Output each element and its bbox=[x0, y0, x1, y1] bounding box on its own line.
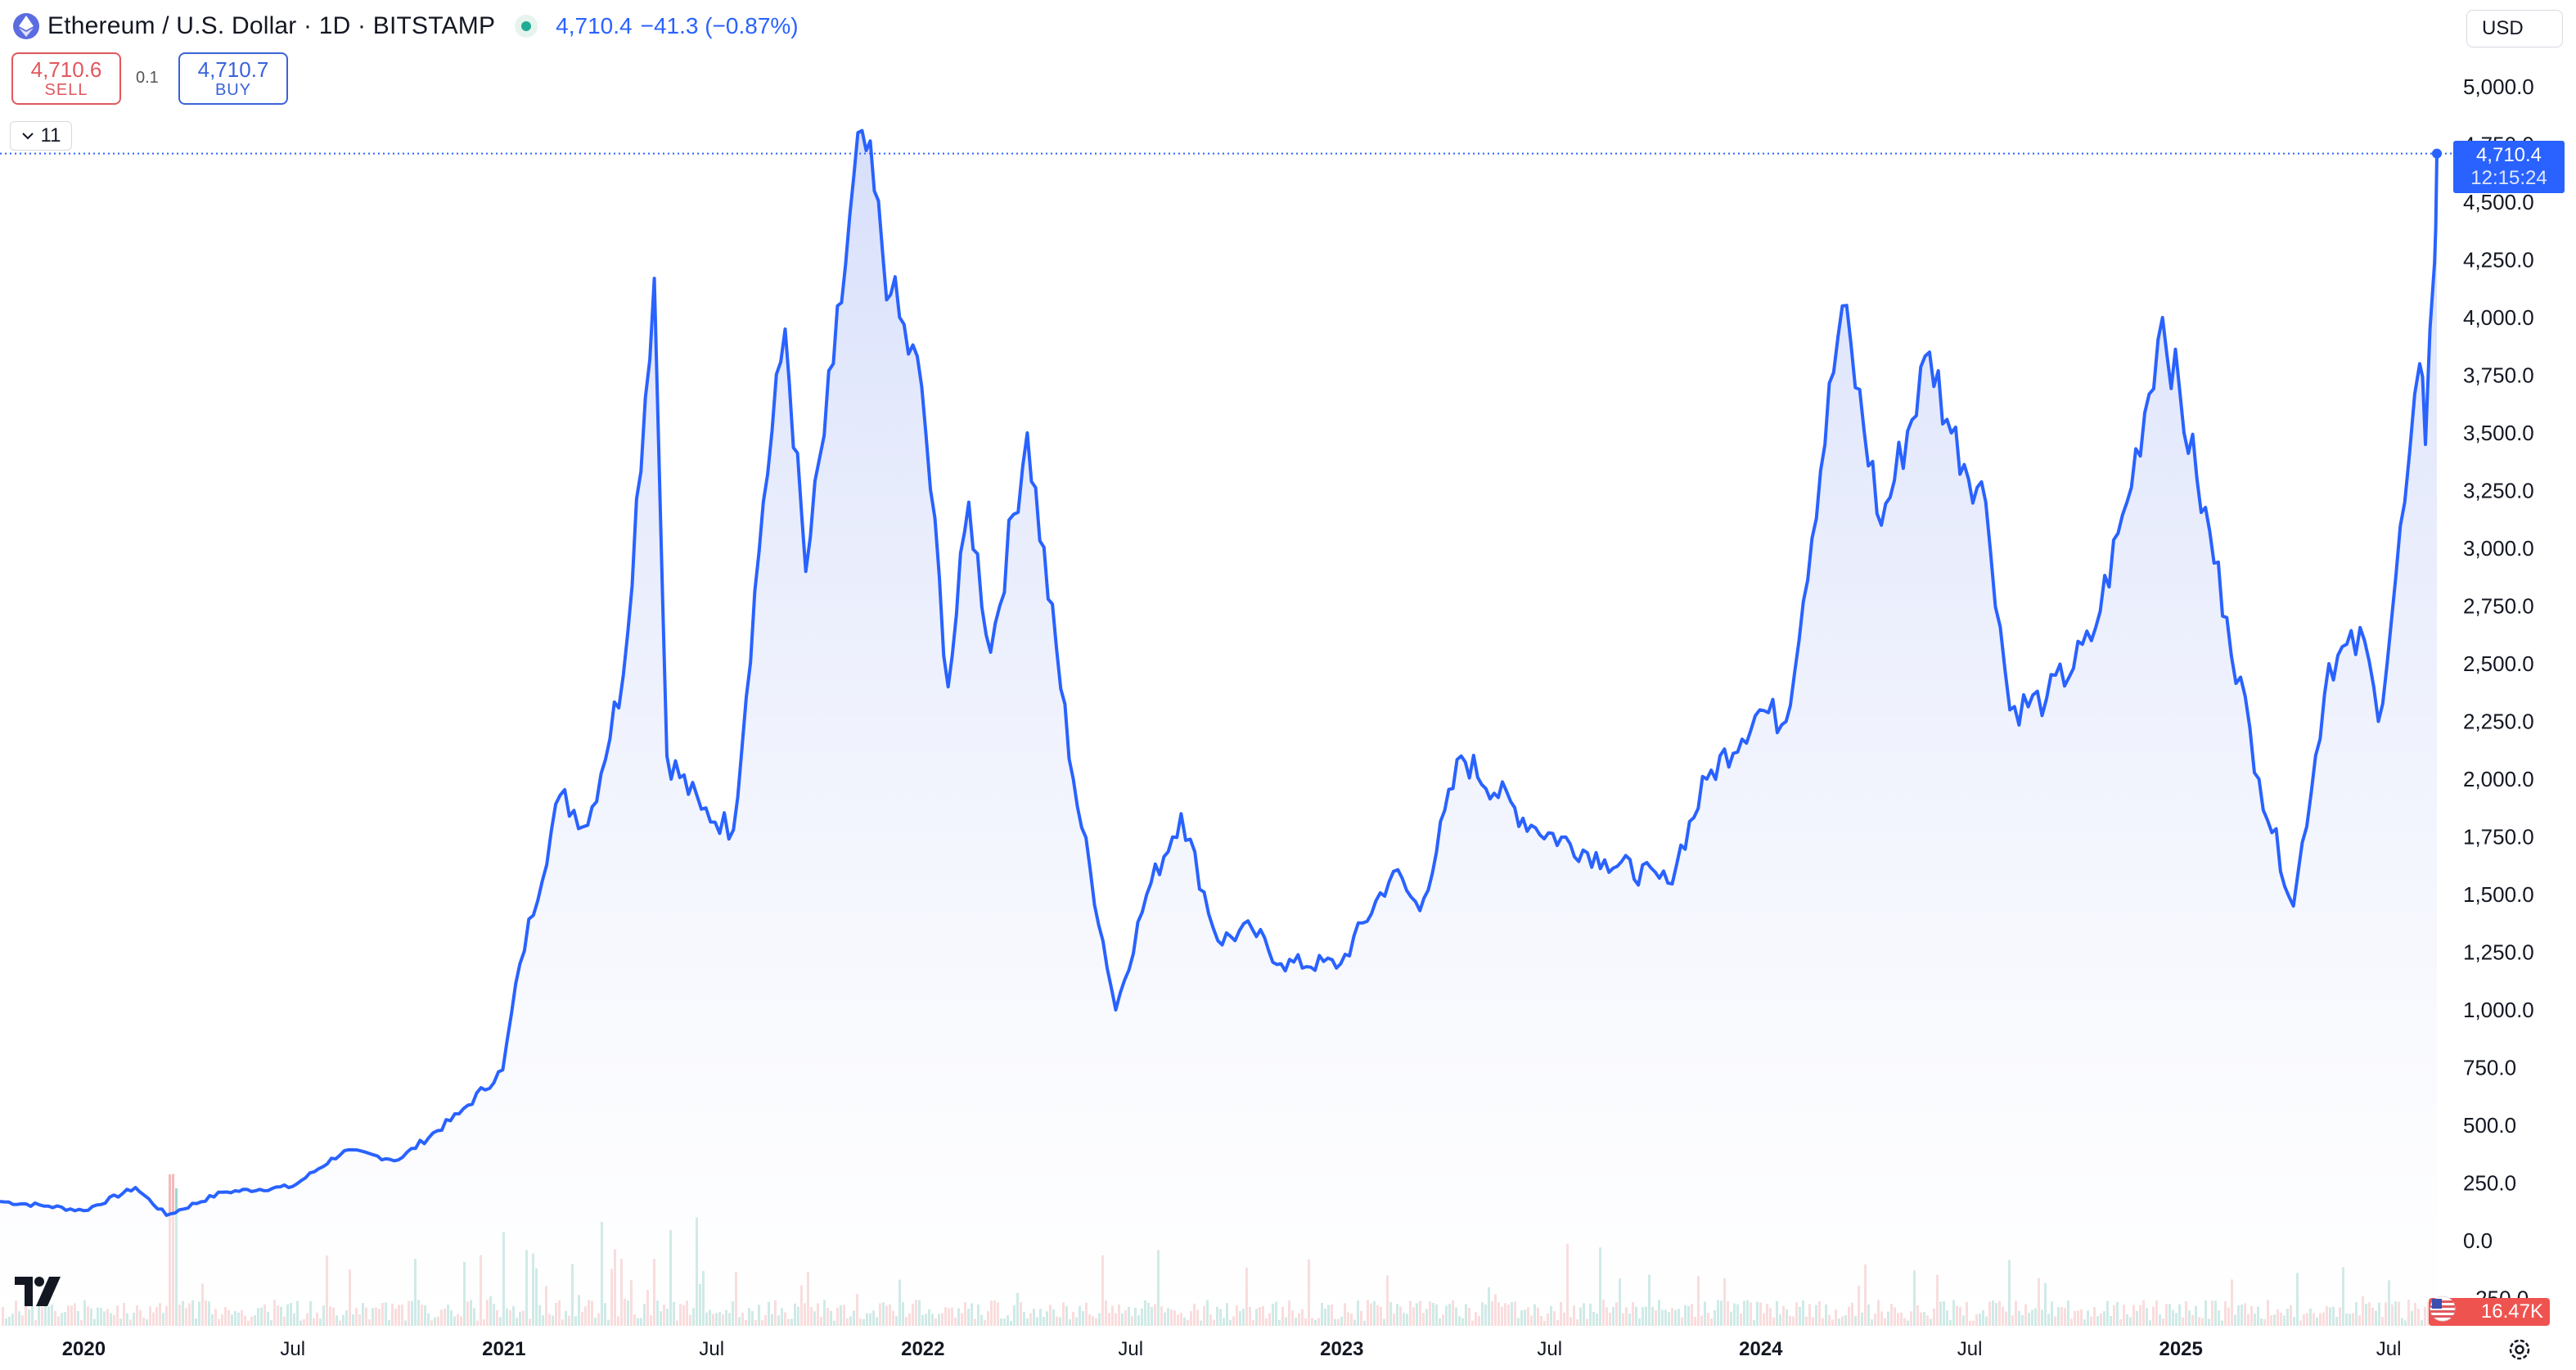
indicators-toggle-button[interactable]: 11 bbox=[10, 121, 72, 151]
y-tick-label: 250.0 bbox=[2463, 1171, 2516, 1196]
last-price-point bbox=[2432, 148, 2442, 159]
y-tick-label: 2,500.0 bbox=[2463, 651, 2534, 676]
x-tick-label: 2022 bbox=[901, 1338, 944, 1360]
last-price-badge: 4,710.4 12:15:24 bbox=[2453, 141, 2565, 193]
y-tick-label: 2,000.0 bbox=[2463, 767, 2534, 791]
time-axis[interactable]: 2020 Jul 2021 Jul 2022 Jul 2023 Jul 2024 Jul 2025 J… bbox=[62, 1338, 2402, 1360]
x-tick-label: Jul bbox=[1957, 1338, 1983, 1360]
price-area-fill bbox=[0, 130, 2437, 1327]
y-tick-label: 3,500.0 bbox=[2463, 421, 2534, 445]
y-tick-label: 4,000.0 bbox=[2463, 305, 2534, 330]
x-tick-label: 2024 bbox=[1739, 1338, 1783, 1360]
y-tick-label: 3,250.0 bbox=[2463, 479, 2534, 503]
buy-price: 4,710.7 bbox=[197, 57, 269, 82]
sell-price: 4,710.6 bbox=[30, 57, 102, 82]
last-price-info: 4,710.4 −41.3 (−0.87%) bbox=[556, 13, 798, 39]
y-tick-label: 500.0 bbox=[2463, 1113, 2516, 1138]
y-tick-label: 1,750.0 bbox=[2463, 825, 2534, 849]
buy-button[interactable]: 4,710.7 BUY bbox=[178, 52, 288, 105]
currency-button[interactable]: USD bbox=[2466, 10, 2563, 47]
y-tick-label: 750.0 bbox=[2463, 1056, 2516, 1080]
x-tick-label: 2025 bbox=[2159, 1338, 2202, 1360]
last-price-badge-value: 4,710.4 bbox=[2475, 144, 2542, 166]
y-tick-label: 5,000.0 bbox=[2463, 74, 2534, 99]
y-tick-label: 4,250.0 bbox=[2463, 248, 2534, 273]
x-tick-label: Jul bbox=[1537, 1338, 1562, 1360]
y-tick-label: 4,500.0 bbox=[2463, 190, 2534, 214]
ethereum-icon bbox=[13, 13, 39, 39]
symbol-title[interactable]: Ethereum / U.S. Dollar · 1D · BITSTAMP bbox=[47, 12, 496, 39]
y-tick-label: 1,500.0 bbox=[2463, 882, 2534, 907]
sell-button[interactable]: 4,710.6 SELL bbox=[11, 52, 121, 105]
settings-icon[interactable] bbox=[2506, 1336, 2533, 1363]
y-tick-label: 3,000.0 bbox=[2463, 536, 2534, 561]
y-tick-label: 2,750.0 bbox=[2463, 594, 2534, 619]
spread-value: 0.1 bbox=[136, 69, 159, 87]
symbol-header: Ethereum / U.S. Dollar · 1D · BITSTAMP 4… bbox=[13, 10, 799, 43]
y-tick-label: 1,000.0 bbox=[2463, 998, 2534, 1022]
price-axis[interactable]: 5,000.04,750.04,500.04,250.04,000.03,750… bbox=[2463, 74, 2534, 1311]
x-tick-label: 2023 bbox=[1320, 1338, 1363, 1360]
x-tick-label: Jul bbox=[699, 1338, 724, 1360]
indicators-count: 11 bbox=[40, 124, 61, 146]
x-tick-label: 2021 bbox=[482, 1338, 525, 1360]
price-line bbox=[0, 128, 2439, 1217]
x-tick-label: Jul bbox=[2376, 1338, 2402, 1360]
buy-label: BUY bbox=[214, 81, 252, 99]
x-tick-label: 2020 bbox=[62, 1338, 106, 1360]
market-status-icon[interactable] bbox=[515, 15, 538, 38]
sell-label: SELL bbox=[44, 81, 88, 99]
header-last-price: 4,710.4 bbox=[556, 13, 633, 38]
y-tick-label: 3,750.0 bbox=[2463, 363, 2534, 388]
y-tick-label: 2,250.0 bbox=[2463, 710, 2534, 734]
y-tick-label: 0.0 bbox=[2463, 1228, 2493, 1253]
y-tick-label: 1,250.0 bbox=[2463, 940, 2534, 965]
x-tick-label: Jul bbox=[1118, 1338, 1143, 1360]
header-price-change: −41.3 (−0.87%) bbox=[640, 13, 799, 38]
chevron-down-icon bbox=[21, 133, 34, 140]
x-tick-label: Jul bbox=[280, 1338, 305, 1360]
us-flag-icon bbox=[2430, 1296, 2456, 1322]
bar-countdown: 12:15:24 bbox=[2470, 167, 2547, 189]
tradingview-logo-icon[interactable] bbox=[15, 1277, 67, 1306]
